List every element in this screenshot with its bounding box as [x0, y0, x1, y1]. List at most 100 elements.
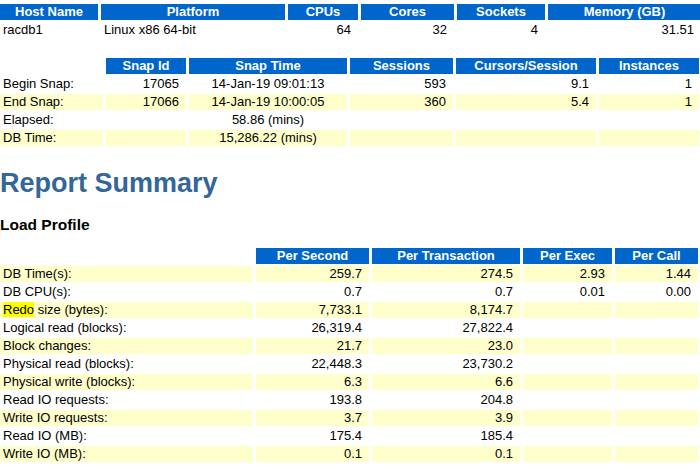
- load-profile-heading: Load Profile: [0, 217, 700, 233]
- per-transaction-header: Per Transaction: [372, 248, 520, 264]
- snap-id-value: 17065: [106, 76, 186, 92]
- per-second-value: 6.3: [256, 374, 369, 390]
- elapsed-value: 58.86 (mins): [189, 112, 347, 128]
- per-transaction-value: 23.0: [372, 338, 520, 354]
- metric-label: Read IO requests:: [0, 392, 253, 408]
- write-io-requests-metric-row: Write IO requests: 3.7 3.9: [0, 410, 698, 426]
- metric-label-text: size (bytes):: [34, 302, 108, 317]
- blank-header-cell: [0, 58, 103, 74]
- per-second-value: 0.7: [256, 284, 369, 300]
- per-second-value: 7,733.1: [256, 302, 369, 318]
- per-exec-value: 0.01: [523, 284, 612, 300]
- redo-size-metric-row: Redo size (bytes): 7,733.1 8,174.7: [0, 302, 698, 318]
- metric-label: Physical read (blocks):: [0, 356, 253, 372]
- per-second-value: 26,319.4: [256, 320, 369, 336]
- metric-label: Physical write (blocks):: [0, 374, 253, 390]
- snapshot-table-header-row: Snap Id Snap Time Sessions Cursors/Sessi…: [0, 58, 699, 74]
- per-transaction-value: 27,822.4: [372, 320, 520, 336]
- snap-time-value: 14-Jan-19 09:01:13: [189, 76, 347, 92]
- cursors-session-value: 5.4: [456, 94, 596, 110]
- host-table-header-row: Host Name Platform CPUs Cores Sockets Me…: [0, 4, 700, 20]
- snap-time-header: Snap Time: [189, 58, 347, 74]
- load-profile-header-row: Per Second Per Transaction Per Exec Per …: [0, 248, 698, 264]
- per-second-value: 0.1: [256, 446, 369, 462]
- instances-header: Instances: [599, 58, 699, 74]
- snap-id-value: 17066: [106, 94, 186, 110]
- per-exec-header: Per Exec: [523, 248, 612, 264]
- sockets-value: 4: [457, 22, 545, 38]
- instances-value: [599, 130, 699, 146]
- per-exec-value: [523, 302, 612, 318]
- per-transaction-value: 0.7: [372, 284, 520, 300]
- per-exec-value: [523, 392, 612, 408]
- metric-label: Write IO requests:: [0, 410, 253, 426]
- sessions-value: [350, 112, 453, 128]
- sessions-header: Sessions: [350, 58, 453, 74]
- per-second-value: 22,448.3: [256, 356, 369, 372]
- snap-id-value: [106, 112, 186, 128]
- per-exec-value: [523, 446, 612, 462]
- per-exec-value: [523, 374, 612, 390]
- physical-read-metric-row: Physical read (blocks): 22,448.3 23,730.…: [0, 356, 698, 372]
- end-snap-row: End Snap: 17066 14-Jan-19 10:00:05 360 5…: [0, 94, 699, 110]
- row-label: Begin Snap:: [0, 76, 103, 92]
- per-call-value: [615, 338, 698, 354]
- per-call-value: [615, 374, 698, 390]
- snap-time-value: 14-Jan-19 10:00:05: [189, 94, 347, 110]
- memory-value: 31.51: [548, 22, 700, 38]
- per-call-value: [615, 410, 698, 426]
- per-call-value: [615, 428, 698, 444]
- report-summary-heading: Report Summary: [0, 168, 700, 199]
- read-io-mb-metric-row: Read IO (MB): 175.4 185.4: [0, 428, 698, 444]
- per-second-value: 193.8: [256, 392, 369, 408]
- metric-label: Read IO (MB):: [0, 428, 253, 444]
- per-call-value: [615, 356, 698, 372]
- per-second-value: 259.7: [256, 266, 369, 282]
- sessions-value: 360: [350, 94, 453, 110]
- block-changes-metric-row: Block changes: 21.7 23.0: [0, 338, 698, 354]
- cursors-session-value: [456, 130, 596, 146]
- metric-label: Logical read (blocks):: [0, 320, 253, 336]
- per-call-value: 0.00: [615, 284, 698, 300]
- cpus-header: CPUs: [288, 4, 358, 20]
- logical-read-metric-row: Logical read (blocks): 26,319.4 27,822.4: [0, 320, 698, 336]
- per-transaction-value: 274.5: [372, 266, 520, 282]
- sessions-value: [350, 130, 453, 146]
- metric-label: DB Time(s):: [0, 266, 253, 282]
- awr-report: Host Name Platform CPUs Cores Sockets Me…: [0, 2, 700, 464]
- elapsed-row: Elapsed: 58.86 (mins): [0, 112, 699, 128]
- metric-label: Block changes:: [0, 338, 253, 354]
- per-transaction-value: 6.6: [372, 374, 520, 390]
- metric-label: DB CPU(s):: [0, 284, 253, 300]
- db-time-value: 15,286.22 (mins): [189, 130, 347, 146]
- per-exec-value: 2.93: [523, 266, 612, 282]
- db-cpu-metric-row: DB CPU(s): 0.7 0.7 0.01 0.00: [0, 284, 698, 300]
- row-label: End Snap:: [0, 94, 103, 110]
- per-exec-value: [523, 320, 612, 336]
- write-io-mb-metric-row: Write IO (MB): 0.1 0.1: [0, 446, 698, 462]
- per-second-header: Per Second: [256, 248, 369, 264]
- instances-value: 1: [599, 76, 699, 92]
- read-io-requests-metric-row: Read IO requests: 193.8 204.8: [0, 392, 698, 408]
- search-highlight: Redo: [3, 302, 34, 317]
- host-info-table: Host Name Platform CPUs Cores Sockets Me…: [0, 2, 700, 40]
- host-name-header: Host Name: [0, 4, 98, 20]
- per-second-value: 175.4: [256, 428, 369, 444]
- cpus-value: 64: [288, 22, 358, 38]
- blank-header-cell: [0, 248, 253, 264]
- snapshot-table: Snap Id Snap Time Sessions Cursors/Sessi…: [0, 56, 700, 148]
- instances-value: 1: [599, 94, 699, 110]
- host-table-row: racdb1 Linux x86 64-bit 64 32 4 31.51: [0, 22, 700, 38]
- memory-header: Memory (GB): [548, 4, 700, 20]
- row-label: DB Time:: [0, 130, 103, 146]
- cores-value: 32: [361, 22, 454, 38]
- per-transaction-value: 0.1: [372, 446, 520, 462]
- sockets-header: Sockets: [457, 4, 545, 20]
- platform-value: Linux x86 64-bit: [101, 22, 285, 38]
- per-call-value: [615, 302, 698, 318]
- per-call-value: [615, 320, 698, 336]
- db-time-metric-row: DB Time(s): 259.7 274.5 2.93 1.44: [0, 266, 698, 282]
- per-transaction-value: 3.9: [372, 410, 520, 426]
- row-label: Elapsed:: [0, 112, 103, 128]
- sessions-value: 593: [350, 76, 453, 92]
